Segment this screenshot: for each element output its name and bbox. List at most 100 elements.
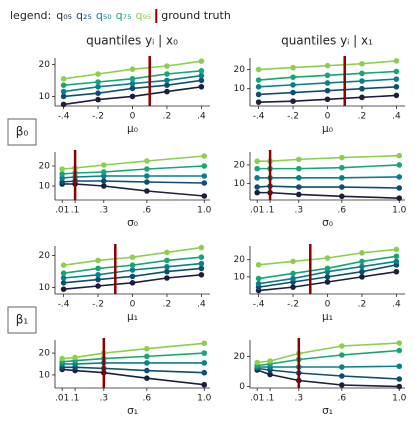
point	[359, 94, 365, 101]
point	[255, 91, 262, 98]
point	[254, 189, 260, 196]
series-line	[257, 365, 400, 368]
point	[95, 84, 101, 90]
x-axis-label: σ₀	[127, 217, 138, 229]
point	[144, 173, 150, 179]
x-tick-label: .01	[55, 206, 69, 216]
point	[396, 152, 403, 159]
point	[95, 90, 101, 96]
point	[324, 255, 331, 261]
point	[324, 279, 331, 285]
point	[59, 175, 65, 181]
point	[254, 359, 260, 366]
x-tick-label: .4	[197, 112, 206, 122]
x-tick-label: .4	[197, 300, 206, 310]
point	[324, 62, 331, 69]
x-tick-label: -.2	[287, 112, 299, 122]
point	[393, 68, 400, 75]
point	[60, 93, 67, 100]
point	[339, 175, 345, 181]
point	[359, 85, 365, 92]
point	[339, 154, 345, 161]
point	[60, 82, 67, 88]
series-line	[257, 164, 400, 170]
point	[396, 162, 403, 168]
point	[201, 193, 208, 199]
point	[201, 163, 208, 169]
x-tick-label: -.4	[58, 300, 70, 310]
point	[290, 284, 296, 290]
point	[95, 272, 101, 278]
row-label: β₀	[16, 125, 29, 139]
point	[267, 358, 273, 364]
point	[60, 280, 67, 286]
point	[60, 275, 67, 281]
point	[144, 166, 150, 172]
point	[396, 195, 403, 201]
point	[95, 283, 101, 289]
x-tick-label: .1	[71, 206, 80, 216]
point	[60, 76, 67, 82]
point	[129, 85, 136, 92]
point	[198, 68, 205, 74]
point	[201, 381, 208, 388]
point	[324, 96, 331, 103]
point	[290, 82, 296, 88]
point	[393, 253, 400, 260]
point	[295, 191, 302, 198]
x-tick-label: 0	[130, 300, 136, 310]
point	[198, 77, 205, 84]
legend-entry: q₀₅	[56, 9, 72, 22]
point	[324, 80, 331, 86]
point	[201, 180, 208, 186]
point	[129, 267, 136, 273]
point	[290, 275, 296, 282]
point	[396, 347, 403, 354]
point	[129, 273, 136, 280]
point	[290, 64, 296, 71]
x-axis-label: σ₁	[127, 405, 138, 417]
point	[198, 84, 205, 90]
point	[290, 98, 296, 104]
point	[396, 383, 403, 390]
point	[100, 173, 107, 179]
y-tick-label: 20	[234, 160, 246, 170]
point	[393, 58, 400, 64]
point	[198, 72, 205, 79]
point	[164, 257, 170, 264]
point	[324, 72, 331, 79]
point	[95, 96, 101, 103]
point	[60, 101, 67, 108]
y-tick-label: 10	[39, 92, 51, 102]
point	[129, 93, 136, 100]
point	[396, 363, 403, 370]
point	[164, 275, 170, 281]
point	[396, 174, 403, 180]
point	[339, 352, 345, 358]
point	[201, 350, 208, 356]
point	[164, 71, 170, 77]
point	[393, 92, 400, 99]
x-tick-label: .01	[55, 394, 69, 404]
x-axis-label: μ₁	[322, 311, 333, 323]
point	[95, 276, 101, 283]
x-tick-label: .01	[250, 206, 264, 216]
point	[339, 364, 345, 370]
point	[59, 355, 65, 362]
series-line	[257, 191, 400, 199]
y-tick-label: 20	[39, 251, 51, 261]
point	[60, 262, 67, 269]
point	[254, 165, 260, 172]
x-tick-label: .6	[338, 394, 347, 404]
point	[324, 87, 331, 94]
legend-entry: q₇₅	[116, 9, 132, 22]
x-tick-label: 0	[325, 300, 331, 310]
point	[255, 66, 262, 73]
point	[95, 257, 101, 264]
point	[60, 270, 67, 277]
point	[339, 184, 345, 190]
legend-entry: q₅₀	[96, 9, 112, 22]
x-tick-label: .6	[143, 206, 152, 216]
x-tick-label: .1	[266, 394, 275, 404]
point	[339, 382, 345, 388]
